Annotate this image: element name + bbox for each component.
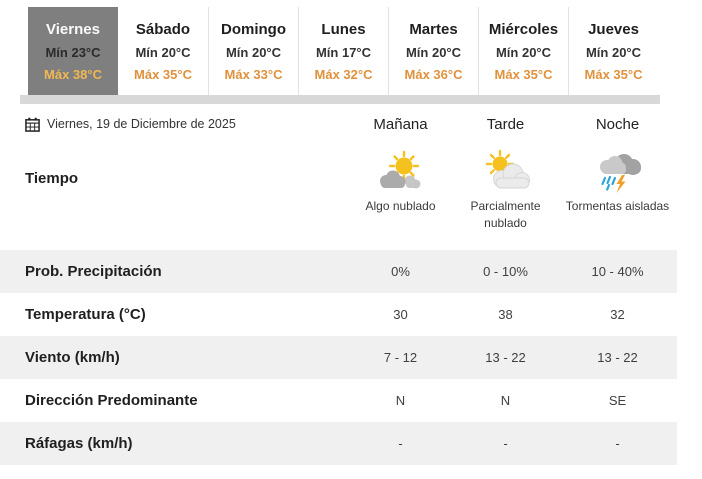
tab-viernes[interactable]: Viernes Mín 23°C Máx 38°C [28,7,118,95]
tab-max-temp: Máx 33°C [224,66,283,82]
columns-header-row: Viernes, 19 de Diciembre de 2025 Mañana … [0,108,677,140]
tab-jueves[interactable]: Jueves Mín 20°C Máx 35°C [568,7,658,95]
weather-cell-noche: Tormentas aisladas [558,148,677,215]
table-row-temperatura: Temperatura (°C) 30 38 32 [0,293,677,336]
column-header-manana: Mañana [373,115,428,133]
day-tabs: Viernes Mín 23°C Máx 38°C Sábado Mín 20°… [28,7,658,95]
cell-value: N [395,393,406,408]
storm-cloud-rain-lightning-icon [590,148,646,198]
cell-value: 13 - 22 [485,350,526,365]
tab-day-label: Sábado [135,20,191,38]
cell-value: - [615,436,620,451]
weather-caption: Tormentas aisladas [565,199,670,213]
weather-cell-manana: Algo nublado [348,148,453,215]
tab-max-temp: Máx 35°C [134,66,192,82]
cell-value: SE [608,393,627,408]
tab-day-label: Jueves [588,20,639,38]
tab-min-temp: Mín 20°C [585,44,642,60]
cell-value: N [500,393,511,408]
tab-day-label: Domingo [221,20,286,38]
weather-condition-row: Tiempo [0,148,677,250]
tab-min-temp: Mín 20°C [405,44,462,60]
tab-strip-divider [20,95,660,104]
cell-value: 13 - 22 [597,350,638,365]
cell-value: 0% [391,264,410,279]
table-row-viento: Viento (km/h) 7 - 12 13 - 22 13 - 22 [0,336,677,379]
weather-caption: Algo nublado [365,199,436,213]
tab-min-temp: Mín 20°C [135,44,191,60]
tab-min-temp: Mín 20°C [225,44,282,60]
table-row-precipitacion: Prob. Precipitación 0% 0 - 10% 10 - 40% [0,250,677,293]
cell-value: - [398,436,403,451]
tab-miercoles[interactable]: Miércoles Mín 20°C Máx 35°C [478,7,568,95]
date-label: Viernes, 19 de Diciembre de 2025 [47,117,236,131]
tab-min-temp: Mín 23°C [45,44,101,60]
forecast-detail-panel: Viernes, 19 de Diciembre de 2025 Mañana … [0,108,677,465]
tab-day-label: Lunes [321,20,366,38]
cell-value: 7 - 12 [383,350,418,365]
row-label-tiempo: Tiempo [25,170,79,187]
row-label: Viento (km/h) [25,349,120,366]
cell-value: 32 [610,307,625,322]
calendar-icon [25,117,40,132]
tab-domingo[interactable]: Domingo Mín 20°C Máx 33°C [208,7,298,95]
row-label: Ráfagas (km/h) [25,435,133,452]
cell-value: 0 - 10% [483,264,528,279]
tab-max-temp: Máx 38°C [44,66,102,82]
row-label: Temperatura (°C) [25,306,146,323]
cell-value: - [503,436,508,451]
tab-martes[interactable]: Martes Mín 20°C Máx 36°C [388,7,478,95]
tab-max-temp: Máx 36°C [404,66,463,82]
sun-behind-clouds-icon [373,148,429,198]
row-label: Prob. Precipitación [25,263,162,280]
tab-day-label: Martes [409,20,458,38]
tab-lunes[interactable]: Lunes Mín 17°C Máx 32°C [298,7,388,95]
tab-day-label: Miércoles [488,20,559,38]
tab-max-temp: Máx 35°C [584,66,643,82]
tab-min-temp: Mín 17°C [315,44,372,60]
tab-day-label: Viernes [46,20,100,38]
sun-behind-large-cloud-icon [478,148,534,198]
weather-cell-tarde: Parcialmente nublado [453,148,558,233]
cell-value: 10 - 40% [591,264,644,279]
cell-value: 30 [393,307,408,322]
tab-max-temp: Máx 32°C [314,66,373,82]
tab-sabado[interactable]: Sábado Mín 20°C Máx 35°C [118,7,208,95]
row-label: Dirección Predominante [25,392,198,409]
tab-min-temp: Mín 20°C [495,44,552,60]
tab-max-temp: Máx 35°C [494,66,553,82]
cell-value: 38 [498,307,513,322]
column-header-tarde: Tarde [486,115,525,133]
weather-caption: Parcialmente nublado [470,199,541,231]
column-header-noche: Noche [595,115,640,133]
table-row-rafagas: Ráfagas (km/h) - - - [0,422,677,465]
table-row-direccion: Dirección Predominante N N SE [0,379,677,422]
